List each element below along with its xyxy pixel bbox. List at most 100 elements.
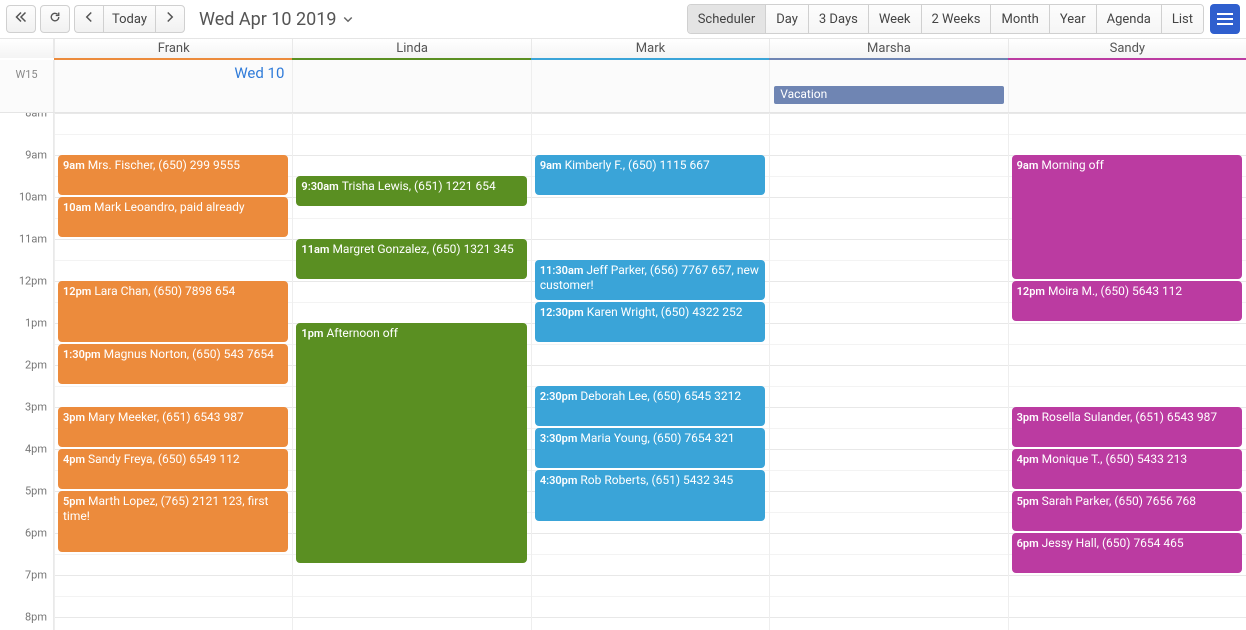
time-label-9: 9am (0, 149, 47, 162)
event-title: Kimberly F., (650) 1115 667 (565, 158, 710, 172)
resource-header-frank[interactable]: Frank (54, 39, 292, 58)
resource-column-sandy[interactable]: 9amMorning off12pmMoira M., (650) 5643 1… (1008, 113, 1246, 630)
appointment-event[interactable]: 5pmSarah Parker, (650) 7656 768 (1012, 491, 1242, 531)
day-label[interactable]: Wed 10 (234, 64, 284, 82)
allday-cell-sandy[interactable] (1008, 60, 1246, 112)
appointment-event[interactable]: 9amKimberly F., (650) 1115 667 (535, 155, 765, 195)
appointment-event[interactable]: 5pmMarth Lopez, (765) 2121 123, first ti… (58, 491, 288, 552)
appointment-event[interactable]: 4pmSandy Freya, (650) 6549 112 (58, 449, 288, 489)
event-time: 3pm (1017, 411, 1039, 424)
appointment-event[interactable]: 3pmMary Meeker, (651) 6543 987 (58, 407, 288, 447)
time-label-14: 2pm (0, 359, 47, 372)
appointment-event[interactable]: 12pmMoira M., (650) 5643 112 (1012, 281, 1242, 321)
time-label-17: 5pm (0, 485, 47, 498)
chevron-right-icon (164, 11, 176, 27)
view-button-week[interactable]: Week (869, 5, 922, 33)
resource-column-marsha[interactable] (769, 113, 1007, 630)
event-title: Afternoon off (326, 326, 397, 340)
allday-cell-marsha[interactable]: Vacation (769, 60, 1007, 112)
time-label-11: 11am (0, 233, 47, 246)
resource-header-marsha[interactable]: Marsha (769, 39, 1007, 58)
event-title: Maria Young, (650) 7654 321 (580, 431, 734, 445)
view-button-3-days[interactable]: 3 Days (809, 5, 869, 33)
appointment-event[interactable]: 11:30amJeff Parker, (656) 7767 657, new … (535, 260, 765, 300)
appointment-event[interactable]: 9amMorning off (1012, 155, 1242, 279)
resource-header-linda[interactable]: Linda (292, 39, 530, 58)
event-time: 4:30pm (540, 474, 578, 487)
appointment-event[interactable]: 9amMrs. Fischer, (650) 299 9555 (58, 155, 288, 195)
event-time: 9am (1017, 159, 1039, 172)
event-time: 12pm (63, 285, 91, 298)
view-button-list[interactable]: List (1162, 5, 1203, 33)
allday-cell-linda[interactable] (292, 60, 530, 112)
appointment-event[interactable]: 1:30pmMagnus Norton, (650) 543 7654 (58, 344, 288, 384)
event-title: Magnus Norton, (650) 543 7654 (104, 347, 274, 361)
event-title: Deborah Lee, (650) 6545 3212 (580, 389, 741, 403)
event-title: Jessy Hall, (650) 7654 465 (1042, 536, 1184, 550)
event-time: 1:30pm (63, 348, 101, 361)
appointment-event[interactable]: 9:30amTrisha Lewis, (651) 1221 654 (296, 176, 526, 206)
view-button-year[interactable]: Year (1050, 5, 1097, 33)
event-time: 9am (540, 159, 562, 172)
event-time: 11:30am (540, 264, 584, 277)
event-title: Lara Chan, (650) 7898 654 (94, 284, 235, 298)
appointment-event[interactable]: 10amMark Leoandro, paid already (58, 197, 288, 237)
appointment-event[interactable]: 4pmMonique T., (650) 5433 213 (1012, 449, 1242, 489)
time-label-15: 3pm (0, 401, 47, 414)
time-label-20: 8pm (0, 611, 47, 624)
event-time: 1pm (301, 327, 323, 340)
allday-event[interactable]: Vacation (774, 86, 1003, 104)
prev-day-button[interactable] (74, 5, 103, 33)
go-first-button[interactable] (6, 5, 36, 33)
refresh-button[interactable] (40, 5, 70, 33)
appointment-event[interactable]: 4:30pmRob Roberts, (651) 5432 345 (535, 470, 765, 521)
double-chevron-left-icon (15, 11, 27, 27)
appointment-event[interactable]: 11amMargret Gonzalez, (650) 1321 345 (296, 239, 526, 279)
allday-cell-mark[interactable] (531, 60, 769, 112)
resource-column-linda[interactable]: 9:30amTrisha Lewis, (651) 1221 654 11amMa… (292, 113, 530, 630)
time-label-13: 1pm (0, 317, 47, 330)
appointment-event[interactable]: 3:30pmMaria Young, (650) 7654 321 (535, 428, 765, 468)
event-title: Sandy Freya, (650) 6549 112 (88, 452, 240, 466)
event-time: 5pm (63, 495, 85, 508)
allday-cell-frank[interactable]: Wed 10 (54, 60, 292, 112)
time-label-12: 12pm (0, 275, 47, 288)
chevron-left-icon (83, 11, 95, 27)
appointment-event[interactable]: 12:30pmKaren Wright, (650) 4322 252 (535, 302, 765, 342)
resource-column-frank[interactable]: 9amMrs. Fischer, (650) 299 955510amMark … (54, 113, 292, 630)
chevron-down-icon (336, 9, 354, 30)
event-time: 3pm (63, 411, 85, 424)
event-title: Mark Leoandro, paid already (94, 200, 245, 214)
header-spacer (0, 39, 54, 58)
view-button-month[interactable]: Month (991, 5, 1049, 33)
event-title: Mrs. Fischer, (650) 299 9555 (88, 158, 240, 172)
time-grid: 8am9am10am11am12pm1pm2pm3pm4pm5pm6pm7pm8… (0, 113, 1246, 630)
resource-columns: 9amMrs. Fischer, (650) 299 955510amMark … (54, 113, 1246, 630)
event-time: 5pm (1017, 495, 1039, 508)
event-title: Sarah Parker, (650) 7656 768 (1042, 494, 1196, 508)
view-button-day[interactable]: Day (766, 5, 809, 33)
appointment-event[interactable]: 6pmJessy Hall, (650) 7654 465 (1012, 533, 1242, 573)
current-date-picker[interactable]: Wed Apr 10 2019 (199, 9, 354, 30)
event-time: 11am (301, 243, 329, 256)
view-button-agenda[interactable]: Agenda (1097, 5, 1162, 33)
appointment-event[interactable]: 2:30pmDeborah Lee, (650) 6545 3212 (535, 386, 765, 426)
event-title: Rob Roberts, (651) 5432 345 (580, 473, 733, 487)
next-day-button[interactable] (155, 5, 185, 33)
today-button[interactable]: Today (103, 5, 155, 33)
resource-header-sandy[interactable]: Sandy (1008, 39, 1246, 58)
event-title: Marth Lopez, (765) 2121 123, first time! (63, 494, 268, 523)
resource-header-mark[interactable]: Mark (531, 39, 769, 58)
appointment-event[interactable]: 12pmLara Chan, (650) 7898 654 (58, 281, 288, 342)
hamburger-menu-button[interactable] (1210, 4, 1240, 34)
resource-header-row: FrankLindaMarkMarshaSandy (0, 38, 1246, 58)
appointment-event[interactable]: 3pmRosella Sulander, (651) 6543 987 (1012, 407, 1242, 447)
view-button-scheduler[interactable]: Scheduler (688, 5, 767, 33)
resource-column-mark[interactable]: 9amKimberly F., (650) 1115 667 11:30amJef… (531, 113, 769, 630)
event-time: 3:30pm (540, 432, 578, 445)
time-label-10: 10am (0, 191, 47, 204)
event-title: Morning off (1041, 158, 1103, 172)
event-time: 4pm (63, 453, 85, 466)
view-button-2-weeks[interactable]: 2 Weeks (922, 5, 992, 33)
appointment-event[interactable]: 1pmAfternoon off (296, 323, 526, 563)
